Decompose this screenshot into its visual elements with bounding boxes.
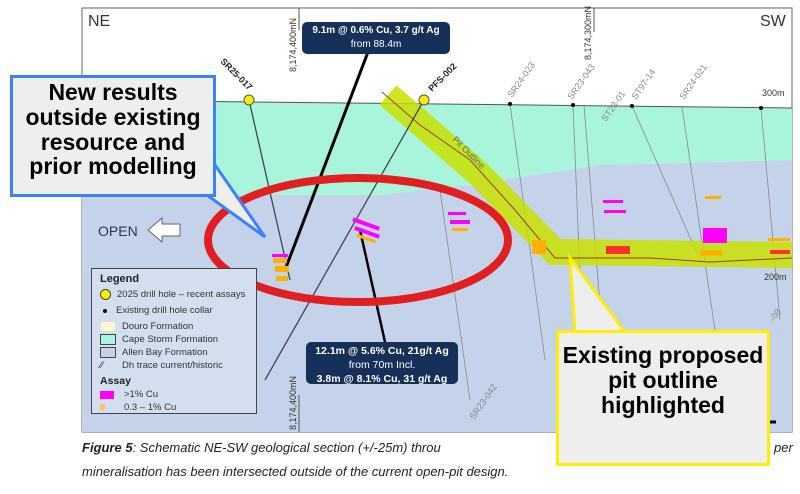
intercept-text: 3.8m @ 8.1% Cu, 31 g/t Ag [316,373,448,386]
dh-trace-icon: ∕∕ [100,360,104,371]
caption-text: : Schematic NE-SW geological section (+/… [132,440,441,455]
pit-outline-line [381,91,793,263]
legend: Legend 2025 drill hole – recent assays E… [91,268,257,414]
legend-row: Cape Storm Formation [100,334,218,345]
open-arrow-icon [147,216,181,244]
figure-caption-line2: mineralisation has been intersected outs… [82,464,509,479]
legend-item: 2025 drill hole – recent assays [117,289,246,300]
figure-label: Figure 5 [82,440,133,455]
elevation-200: 200m [764,272,787,282]
ne-label: NE [88,13,110,30]
intercept-box-top: 9.1m @ 0.6% Cu, 3.7 g/t Ag from 88.4m [302,22,450,54]
legend-row: Existing drill hole collar [100,305,213,316]
leader-bottom [358,229,387,343]
cape-storm-swatch [100,334,116,345]
intercept-text: from 88.4m [350,38,402,50]
legend-row: Allen Bay Formation [100,347,208,358]
northing-label: 8,174,400mN [288,376,298,430]
yellow-collar-icon [100,289,111,300]
legend-item: Cape Storm Formation [122,334,219,345]
legend-row: Douro Formation [100,321,193,332]
collar-dot-icon [103,308,107,313]
assay-title: Assay [100,375,131,387]
intercept-text: 12.1m @ 5.6% Cu, 21g/t Ag [315,345,449,357]
intercept-box-bottom: 12.1m @ 5.6% Cu, 21g/t Ag from 70m Incl.… [306,342,458,386]
legend-title: Legend [100,273,140,285]
collar-sr25-017 [243,94,255,106]
callout-pit-outline: Existing proposed pit outline highlighte… [556,330,770,466]
figure-caption-line1: Figure 5: Schematic NE-SW geological sec… [82,440,441,455]
douro-swatch [100,321,116,332]
legend-item: 0.3 – 1% Cu [124,402,177,413]
caption-text-end: per [774,440,793,455]
legend-item: Douro Formation [122,321,194,332]
northing-label: 8,174,300mN [583,6,593,60]
legend-item: >1% Cu [124,389,159,400]
legend-item: Dh trace current/historic [122,360,223,371]
sw-label: SW [760,13,787,30]
elevation-300: 300m [762,88,785,98]
intercept-text: from 70m Incl. [348,359,416,372]
northing-label: 8,174,400mN [288,18,298,72]
high-grade-swatch [100,391,114,399]
legend-row: ∕∕ Dh trace current/historic [100,360,223,371]
highlight-ellipse [204,174,512,306]
collar-pfs-002 [418,94,430,106]
allen-bay-swatch [100,347,116,358]
callout-new-results: New results outside existing resource an… [10,75,216,197]
pfs-002-trace [264,99,425,381]
legend-item: Allen Bay Formation [122,347,208,358]
open-label: OPEN [98,223,138,239]
existing-collars [508,102,763,110]
leader-top [283,51,370,271]
legend-row: 2025 drill hole – recent assays [100,289,245,300]
intercept-text: 9.1m @ 0.6% Cu, 3.7 g/t Ag [312,25,440,36]
low-grade-swatch [100,404,105,410]
legend-item: Existing drill hole collar [116,305,213,316]
assay-intervals [100,196,790,394]
